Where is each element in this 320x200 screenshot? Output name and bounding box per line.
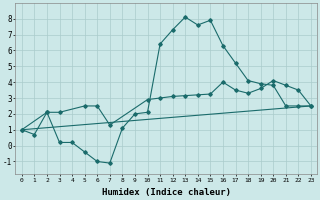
- X-axis label: Humidex (Indice chaleur): Humidex (Indice chaleur): [102, 188, 231, 197]
